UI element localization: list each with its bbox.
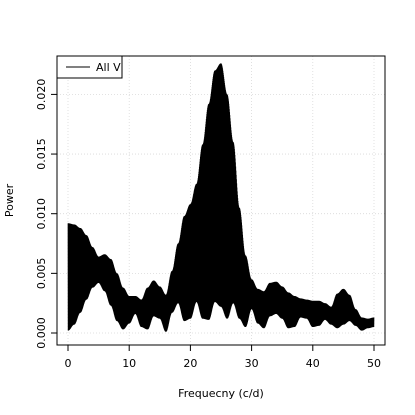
y-tick-label: 0.020 (35, 79, 48, 111)
x-axis-label: Frequecny (c/d) (178, 387, 264, 400)
x-tick-label: 10 (122, 357, 136, 370)
x-tick-label: 40 (306, 357, 320, 370)
y-tick-label: 0.010 (35, 198, 48, 230)
series-line-all-v (67, 63, 375, 332)
x-axis: 0 10 20 30 40 50 (65, 344, 381, 370)
y-axis-label: Power (3, 183, 16, 217)
x-tick-label: 0 (65, 357, 72, 370)
x-tick-label: 50 (367, 357, 381, 370)
legend-label-all-v: All V (96, 61, 121, 74)
series-all-v (67, 63, 375, 332)
y-tick-label: 0.015 (35, 138, 48, 170)
y-tick-label: 0.005 (35, 258, 48, 290)
grid-lines (57, 56, 385, 345)
legend: All V (56, 55, 123, 79)
x-tick-label: 20 (183, 357, 197, 370)
x-tick-label: 30 (245, 357, 259, 370)
y-axis: 0.000 0.005 0.010 0.015 0.020 (35, 79, 58, 349)
y-tick-label: 0.000 (35, 317, 48, 349)
